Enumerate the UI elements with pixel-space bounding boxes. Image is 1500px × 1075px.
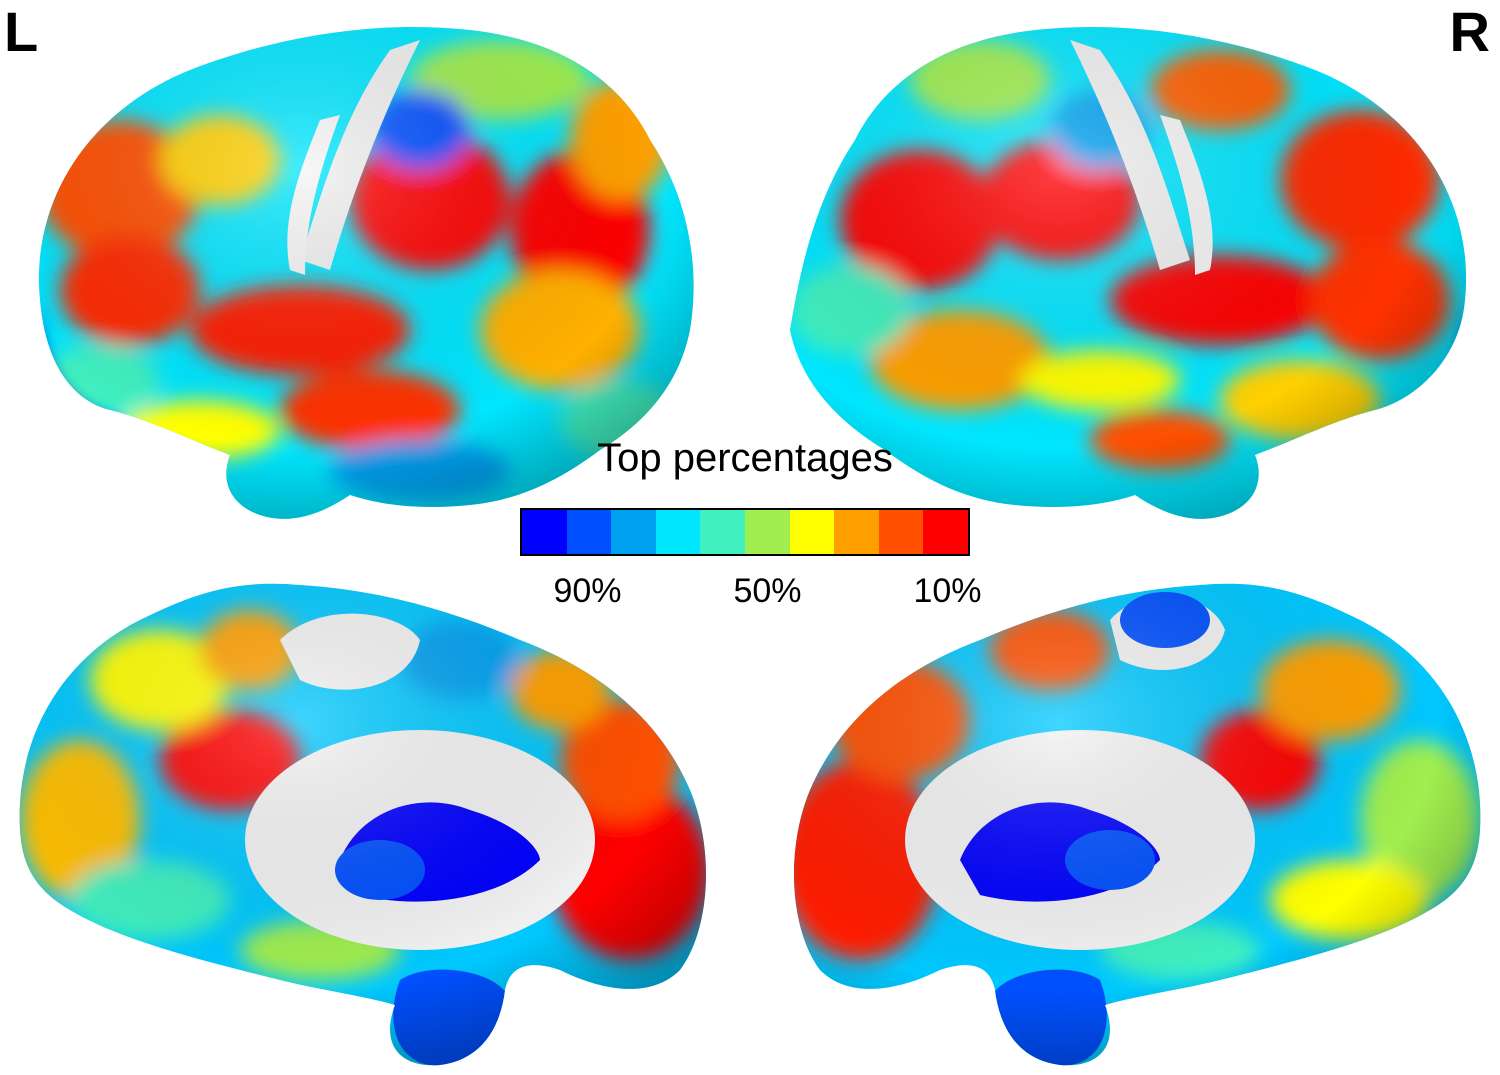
colorbar-segment-7	[789, 510, 835, 554]
brain-left-lateral	[38, 26, 694, 519]
brain-left-medial	[19, 583, 707, 1066]
colorbar-segment-1	[522, 510, 567, 554]
colorbar-segment-9	[878, 510, 924, 554]
hemisphere-label-right: R	[1449, 0, 1490, 63]
brain-right-medial	[793, 583, 1481, 1066]
colorbar	[520, 508, 970, 556]
colorbar-segment-6	[744, 510, 790, 554]
hemisphere-label-left: L	[4, 0, 39, 63]
colorbar-tick-label: 90%	[553, 572, 622, 610]
colorbar-segment-10	[923, 510, 968, 554]
colorbar-title: Top percentages	[597, 436, 893, 480]
colorbar-tick-label: 50%	[733, 572, 802, 610]
colorbar-segment-4	[655, 510, 701, 554]
colorbar-segment-5	[700, 510, 745, 554]
colorbar-segment-3	[611, 510, 656, 554]
colorbar-segment-8	[834, 510, 879, 554]
colorbar-segment-2	[566, 510, 612, 554]
colorbar-tick-label: 10%	[913, 572, 982, 610]
